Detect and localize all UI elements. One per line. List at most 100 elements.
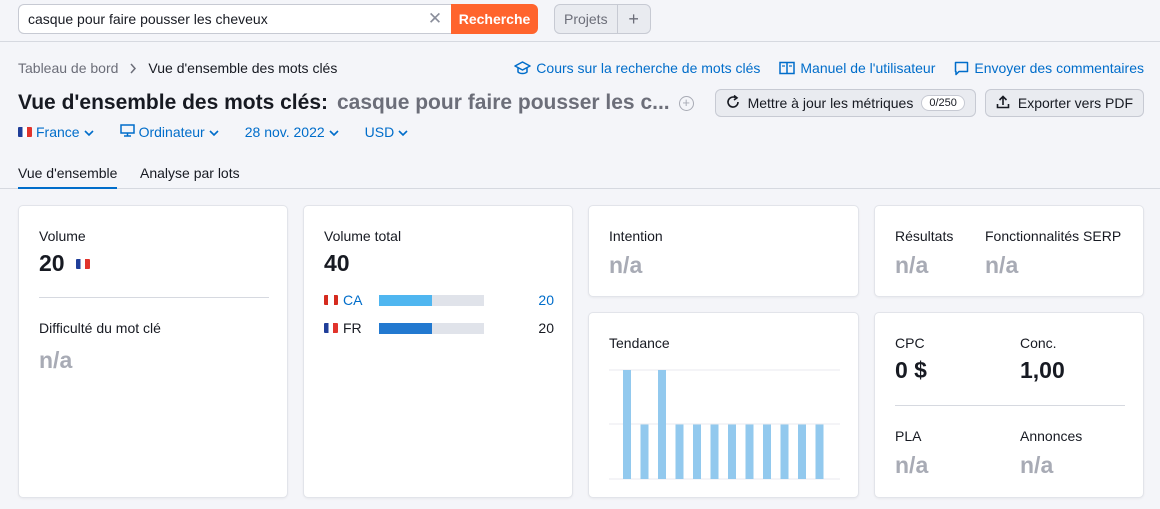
update-metrics-label: Mettre à jour les métriques <box>747 95 914 111</box>
cpc-label: CPC <box>895 335 925 351</box>
update-metrics-button[interactable]: Mettre à jour les métriques 0/250 <box>714 89 976 117</box>
help-links: Cours sur la recherche de mots clés Manu… <box>514 60 1144 76</box>
intent-card: Intention n/a <box>588 205 859 297</box>
ads-value: n/a <box>1020 452 1054 478</box>
upload-icon <box>996 94 1010 112</box>
volume-label: Volume <box>39 228 86 244</box>
trend-bar[interactable] <box>745 424 754 480</box>
results-value: n/a <box>895 252 929 278</box>
trend-bar[interactable] <box>710 424 719 480</box>
user-manual-link[interactable]: Manuel de l'utilisateur <box>779 60 935 76</box>
trend-bar[interactable] <box>815 424 824 480</box>
intent-value: n/a <box>609 252 643 278</box>
volume-value: 20 <box>39 250 65 276</box>
add-project-button[interactable]: + <box>628 9 639 29</box>
breadcrumb-dashboard-link[interactable]: Tableau de bord <box>18 60 119 76</box>
page-actions: Mettre à jour les métriques 0/250 Export… <box>714 89 1144 117</box>
trend-bar[interactable] <box>798 424 806 480</box>
projects-control: Projets + <box>554 4 651 34</box>
clear-search-icon[interactable]: ✕ <box>427 9 443 28</box>
country-bar-ca <box>379 294 484 306</box>
top-search-bar: ✕ Recherche Projets + <box>0 0 1160 42</box>
country-volume-ca[interactable]: 20 <box>538 292 554 308</box>
trend-card: Tendance <box>588 312 859 498</box>
update-counter-badge: 0/250 <box>921 95 965 111</box>
desktop-icon <box>119 124 135 140</box>
ads-label: Annonces <box>1020 428 1083 444</box>
cpc-divider <box>895 405 1125 406</box>
trend-bar[interactable] <box>640 424 649 480</box>
keyword-research-course-label: Cours sur la recherche de mots clés <box>536 60 761 76</box>
volume-divider <box>39 297 269 298</box>
tab-bulk-analysis[interactable]: Analyse par lots <box>140 165 240 181</box>
book-icon <box>779 61 796 75</box>
difficulty-value: n/a <box>39 347 73 373</box>
currency-filter[interactable]: USD <box>365 124 409 140</box>
pla-label: PLA <box>895 428 922 444</box>
refresh-icon <box>726 94 740 112</box>
trend-bar[interactable] <box>763 424 771 480</box>
chevron-down-icon <box>329 124 339 140</box>
results-card: Résultats n/a Fonctionnalités SERP n/a <box>874 205 1144 297</box>
trend-label: Tendance <box>609 335 670 351</box>
projects-button[interactable]: Projets <box>555 5 618 33</box>
graduation-cap-icon <box>514 61 532 75</box>
france-flag-icon <box>76 259 90 269</box>
trend-chart <box>609 369 840 480</box>
difficulty-label: Difficulté du mot clé <box>39 320 161 336</box>
keyword-search-input[interactable] <box>18 4 451 34</box>
comment-icon <box>954 61 969 76</box>
send-feedback-label: Envoyer des commentaires <box>974 60 1144 76</box>
chevron-right-icon <box>129 63 137 74</box>
total-volume-card: Volume total 40 CA 20 FR 20 <box>303 205 573 498</box>
trend-bar[interactable] <box>728 424 736 480</box>
chevron-down-icon <box>84 124 94 140</box>
page-title-keyword: casque pour faire pousser les c... <box>337 91 670 114</box>
add-to-list-icon[interactable]: + <box>678 95 694 111</box>
france-flag-icon <box>18 127 32 137</box>
keyword-research-course-link[interactable]: Cours sur la recherche de mots clés <box>514 60 760 76</box>
competition-value: 1,00 <box>1020 357 1065 383</box>
country-bar-fill-fr <box>379 322 432 334</box>
total-volume-value: 40 <box>324 250 350 276</box>
trend-bar[interactable] <box>623 370 631 479</box>
page-title: Vue d'ensemble des mots clés: casque pou… <box>18 91 694 115</box>
country-code-fr: FR <box>343 320 362 336</box>
country-filter-value: France <box>36 124 80 140</box>
date-filter[interactable]: 28 nov. 2022 <box>245 124 339 140</box>
serp-features-label: Fonctionnalités SERP <box>985 228 1122 244</box>
country-volume-fr: 20 <box>538 320 554 336</box>
volume-card: Volume 20 Difficulté du mot clé n/a <box>18 205 288 498</box>
pla-value: n/a <box>895 452 929 478</box>
chevron-down-icon <box>209 124 219 140</box>
country-filter[interactable]: France <box>18 124 94 140</box>
search-button[interactable]: Recherche <box>451 4 538 34</box>
france-flag-icon <box>324 323 338 333</box>
country-row-fr: FR 20 <box>324 320 554 336</box>
export-pdf-label: Exporter vers PDF <box>1017 95 1133 111</box>
trend-bar[interactable] <box>675 424 684 480</box>
user-manual-label: Manuel de l'utilisateur <box>800 60 936 76</box>
serp-features-value: n/a <box>985 252 1019 278</box>
total-volume-label: Volume total <box>324 228 402 244</box>
filter-bar: France Ordinateur 28 nov. 2022 USD <box>18 124 408 140</box>
country-bar-fill-ca <box>379 294 432 306</box>
country-row-ca[interactable]: CA 20 <box>324 292 554 308</box>
canada-flag-icon <box>324 295 338 305</box>
device-filter-value: Ordinateur <box>138 124 205 140</box>
device-filter[interactable]: Ordinateur <box>119 124 219 140</box>
trend-bar[interactable] <box>693 424 701 480</box>
results-label: Résultats <box>895 228 954 244</box>
send-feedback-link[interactable]: Envoyer des commentaires <box>954 60 1144 76</box>
tab-overview[interactable]: Vue d'ensemble <box>18 165 118 189</box>
country-bar-fr <box>379 322 484 334</box>
export-pdf-button[interactable]: Exporter vers PDF <box>984 89 1144 117</box>
country-code-ca[interactable]: CA <box>343 292 363 308</box>
date-filter-value: 28 nov. 2022 <box>244 124 325 140</box>
trend-bar[interactable] <box>658 370 666 479</box>
trend-bar[interactable] <box>780 424 789 480</box>
page-title-text: Vue d'ensemble des mots clés: <box>18 91 328 114</box>
search-form: ✕ Recherche <box>18 4 538 34</box>
intent-label: Intention <box>609 228 663 244</box>
chevron-down-icon <box>398 124 408 140</box>
